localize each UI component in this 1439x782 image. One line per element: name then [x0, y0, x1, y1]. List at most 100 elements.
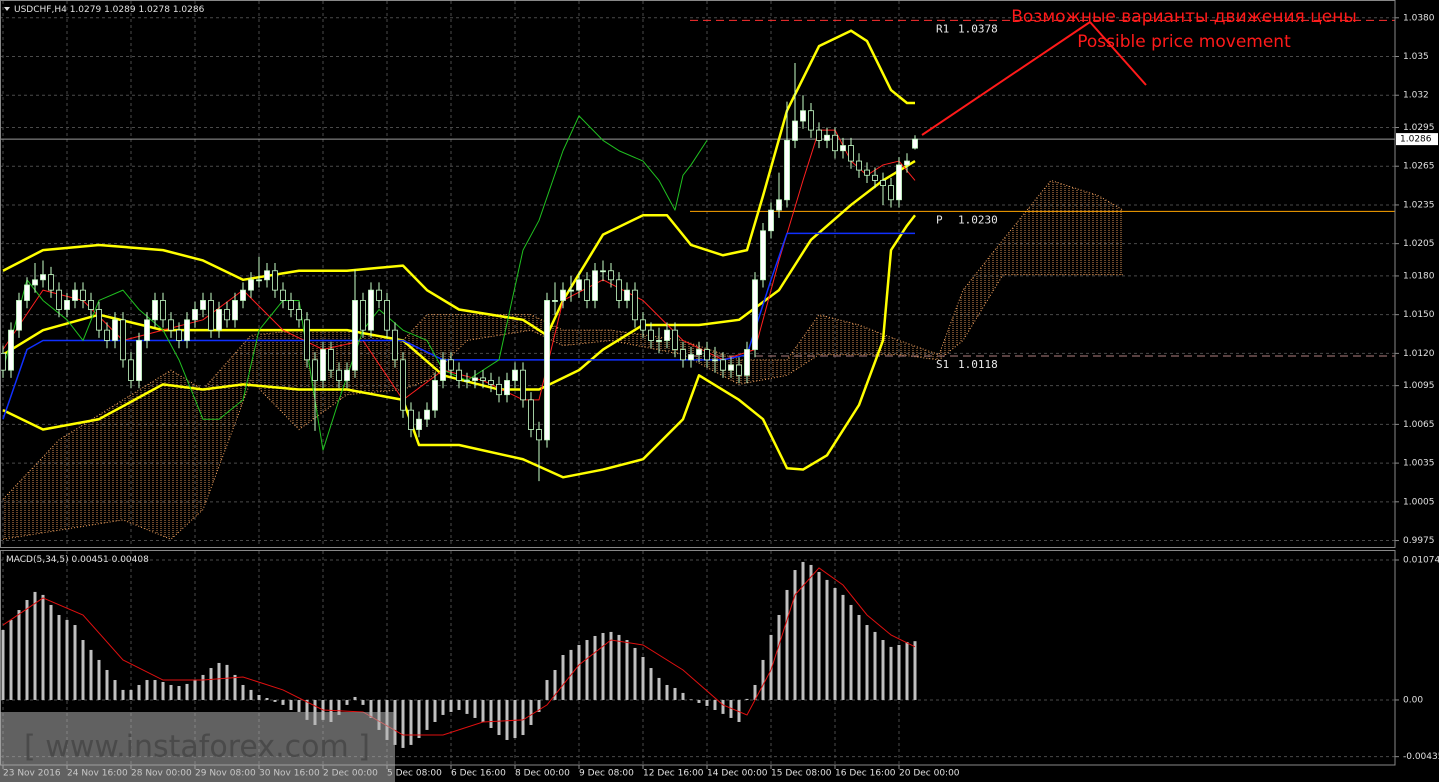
- candle-body: [56, 289, 62, 310]
- candle-body: [312, 359, 318, 381]
- macd-bar: [617, 634, 621, 700]
- y-tick-label: 1.035: [1403, 52, 1429, 62]
- macd-bar: [481, 699, 485, 722]
- annotation: Possible price movement: [1077, 32, 1291, 52]
- macd-bar: [841, 594, 845, 700]
- y-tick-label: 1.0120: [1403, 349, 1435, 359]
- candle-body: [352, 300, 358, 371]
- macd-bar: [233, 674, 237, 700]
- macd-bar: [529, 699, 533, 725]
- x-tick-label: 6 Dec 16:00: [451, 769, 506, 779]
- y-tick-label: 1.0095: [1403, 381, 1435, 391]
- y-tick-label: 0.01074: [1403, 555, 1439, 565]
- macd-bar: [489, 699, 493, 728]
- macd-bar: [537, 699, 541, 712]
- candle-body: [120, 319, 126, 361]
- macd-bar: [9, 619, 13, 700]
- macd-bar: [121, 689, 125, 700]
- candle-body: [272, 270, 278, 291]
- macd-bar: [201, 674, 205, 700]
- y-tick-label: 1.0005: [1403, 497, 1435, 507]
- candle-body: [72, 289, 78, 301]
- macd-bar: [905, 641, 909, 700]
- macd-bar: [25, 600, 29, 700]
- candle-body: [680, 349, 686, 361]
- candle-body: [832, 134, 838, 152]
- candle-body: [424, 409, 430, 420]
- candle-body: [448, 359, 454, 371]
- price-box-label: 1.0286: [1400, 135, 1432, 145]
- macd-bar: [521, 699, 525, 736]
- macd-bar: [337, 699, 341, 715]
- candle-body: [688, 354, 694, 361]
- candle-body: [744, 349, 750, 376]
- macd-bar: [105, 669, 109, 700]
- macd-bar: [737, 699, 741, 722]
- candle-body: [544, 300, 550, 441]
- macd-bar: [553, 669, 557, 700]
- candle-body: [16, 300, 22, 331]
- pivot-level-value: 1.0118: [958, 358, 998, 371]
- macd-bar: [17, 610, 21, 700]
- price-box: [1396, 133, 1438, 146]
- macd-bar: [73, 625, 77, 700]
- indicator-line: [2, 214, 916, 479]
- candle-body: [224, 309, 230, 321]
- y-tick-label: 1.0265: [1403, 162, 1435, 172]
- cloud-edge: [2, 179, 1124, 500]
- macd-bar: [849, 604, 853, 700]
- pivot-level-name: R1: [936, 22, 949, 35]
- candle-body: [824, 134, 830, 141]
- macd-bar: [369, 699, 373, 718]
- macd-bar: [633, 647, 637, 700]
- candle-body: [880, 180, 886, 186]
- x-tick-label: 14 Dec 00:00: [707, 769, 768, 779]
- macd-bar: [585, 640, 589, 700]
- macd-bar: [753, 684, 757, 700]
- macd-bar: [81, 640, 85, 700]
- macd-bar: [793, 570, 797, 700]
- candle-body: [600, 270, 606, 273]
- macd-bar: [465, 699, 469, 714]
- macd-bar: [185, 683, 189, 700]
- macd-bar: [409, 699, 413, 745]
- candle-body: [400, 359, 406, 411]
- macd-bar: [873, 631, 877, 700]
- macd-bar: [153, 680, 157, 700]
- macd-bar: [441, 699, 445, 715]
- candle-body: [896, 164, 902, 201]
- candle-body: [80, 289, 86, 301]
- candle-body: [736, 364, 742, 376]
- macd-bar: [449, 699, 453, 712]
- candle-body: [536, 429, 542, 441]
- candle-body: [480, 377, 486, 381]
- candle-body: [296, 309, 302, 321]
- candle-body: [792, 120, 798, 141]
- macd-bar: [889, 646, 893, 700]
- macd-bar: [497, 699, 501, 736]
- candle-body: [584, 279, 590, 301]
- candle-body: [592, 270, 598, 301]
- macd-bar: [89, 649, 93, 700]
- y-tick-label: 0.00: [1403, 695, 1423, 705]
- symbol: USDCHF,H4: [14, 5, 67, 15]
- y-tick-label: 1.0235: [1403, 200, 1435, 210]
- candle-body: [184, 319, 190, 341]
- watermark: [ www.instaforex.com ]: [24, 730, 370, 765]
- macd-bar: [785, 589, 789, 700]
- candle-body: [888, 185, 894, 201]
- macd-bar: [305, 699, 309, 720]
- candle-body: [568, 289, 574, 292]
- candle-body: [728, 364, 734, 371]
- candle-body: [664, 329, 670, 341]
- macd-bar: [41, 594, 45, 700]
- macd-bar: [401, 699, 405, 748]
- candle-body: [912, 138, 918, 149]
- y-tick-label: 1.0180: [1403, 271, 1435, 281]
- candle-body: [760, 230, 766, 281]
- macd-bar: [177, 686, 181, 700]
- candle-body: [784, 140, 790, 201]
- macd-bar: [113, 680, 117, 700]
